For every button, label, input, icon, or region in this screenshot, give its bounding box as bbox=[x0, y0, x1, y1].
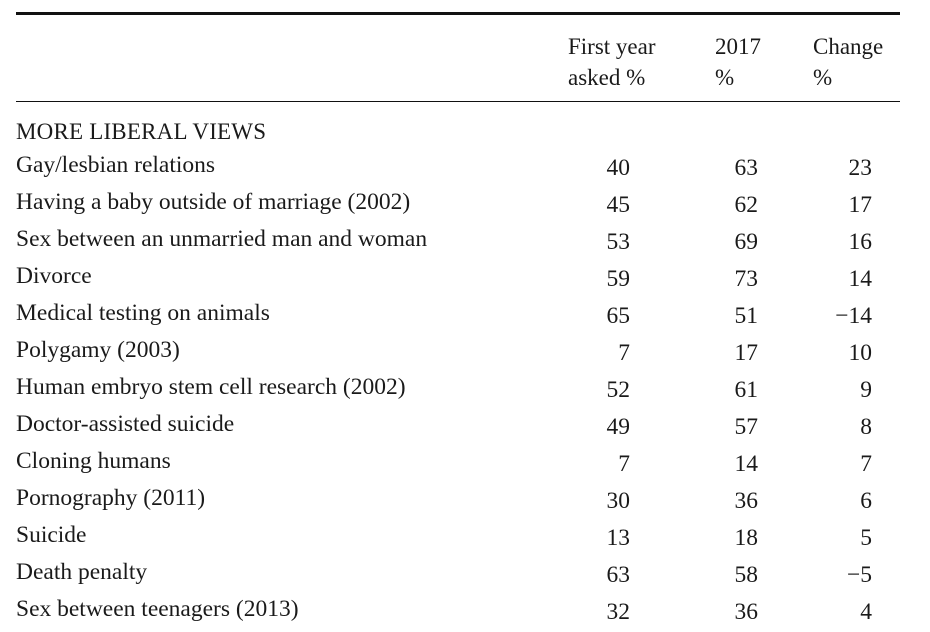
cell-2017: 36 bbox=[734, 488, 759, 514]
table-top-rule bbox=[16, 12, 900, 15]
header-2017: 2017 % bbox=[715, 34, 761, 90]
cell-2017: 18 bbox=[734, 525, 759, 551]
table-row: Pornography (2011) 30 36 6 bbox=[16, 483, 900, 520]
table-row: Doctor-assisted suicide 49 57 8 bbox=[16, 409, 900, 446]
cell-change: 4 bbox=[860, 599, 872, 625]
cell-change: 8 bbox=[860, 414, 872, 440]
row-label: Pornography (2011) bbox=[16, 485, 206, 511]
cell-2017: 14 bbox=[734, 451, 759, 477]
cell-first-year: 7 bbox=[618, 340, 630, 366]
cell-first-year: 59 bbox=[606, 266, 631, 292]
row-label: Divorce bbox=[16, 263, 92, 289]
cell-2017: 62 bbox=[734, 192, 759, 218]
table-row: Suicide 13 18 5 bbox=[16, 520, 900, 557]
table-row: Death penalty 63 58 −5 bbox=[16, 557, 900, 594]
cell-change: 9 bbox=[860, 377, 872, 403]
cell-first-year: 40 bbox=[606, 155, 631, 181]
cell-change: 5 bbox=[860, 525, 872, 551]
row-label: Death penalty bbox=[16, 559, 148, 585]
row-label: Human embryo stem cell research (2002) bbox=[16, 374, 406, 400]
cell-first-year: 65 bbox=[606, 303, 631, 329]
header-change: Change % bbox=[813, 34, 884, 90]
table-row: Having a baby outside of marriage (2002)… bbox=[16, 187, 900, 224]
cell-change: 16 bbox=[848, 229, 873, 255]
cell-first-year: 32 bbox=[606, 599, 631, 625]
cell-2017: 58 bbox=[734, 562, 759, 588]
cell-first-year: 7 bbox=[618, 451, 630, 477]
cell-change: 7 bbox=[860, 451, 872, 477]
row-label: Gay/lesbian relations bbox=[16, 152, 216, 178]
cell-first-year: 49 bbox=[606, 414, 631, 440]
cell-2017: 51 bbox=[734, 303, 759, 329]
table-row: Divorce 59 73 14 bbox=[16, 261, 900, 298]
data-table: First year asked % 2017 % Change % MORE … bbox=[16, 12, 900, 631]
table-header: First year asked % 2017 % Change % bbox=[16, 15, 900, 101]
cell-change: −5 bbox=[846, 562, 872, 588]
cell-change: 14 bbox=[848, 266, 873, 292]
table-body: Gay/lesbian relations 40 63 23 Having a baby… bbox=[16, 150, 900, 631]
cell-2017: 57 bbox=[734, 414, 759, 440]
cell-change: 17 bbox=[848, 192, 873, 218]
row-label: Polygamy (2003) bbox=[16, 337, 180, 363]
section-title: MORE LIBERAL VIEWS bbox=[16, 119, 267, 144]
cell-change: −14 bbox=[835, 303, 872, 329]
header-first-year: First year asked % bbox=[568, 34, 656, 90]
cell-change: 6 bbox=[860, 488, 872, 514]
header-rule bbox=[16, 101, 900, 102]
table-row: Sex between an unmarried man and woman 53… bbox=[16, 224, 900, 261]
row-label: Suicide bbox=[16, 522, 87, 548]
table-row: Polygamy (2003) 7 17 10 bbox=[16, 335, 900, 372]
row-label: Sex between an unmarried man and woman bbox=[16, 226, 428, 252]
row-label: Cloning humans bbox=[16, 448, 171, 474]
cell-2017: 73 bbox=[734, 266, 759, 292]
table-row: Gay/lesbian relations 40 63 23 bbox=[16, 150, 900, 187]
cell-2017: 61 bbox=[734, 377, 759, 403]
cell-first-year: 30 bbox=[606, 488, 631, 514]
cell-first-year: 52 bbox=[606, 377, 631, 403]
table-row: Sex between teenagers (2013) 32 36 4 bbox=[16, 594, 900, 631]
row-label: Doctor-assisted suicide bbox=[16, 411, 235, 437]
cell-first-year: 45 bbox=[606, 192, 631, 218]
cell-first-year: 63 bbox=[606, 562, 631, 588]
cell-2017: 17 bbox=[734, 340, 759, 366]
row-label: Sex between teenagers (2013) bbox=[16, 596, 299, 622]
row-label: Having a baby outside of marriage (2002) bbox=[16, 189, 411, 215]
cell-first-year: 53 bbox=[606, 229, 631, 255]
cell-change: 10 bbox=[848, 340, 873, 366]
cell-change: 23 bbox=[848, 155, 873, 181]
table-row: Cloning humans 7 14 7 bbox=[16, 446, 900, 483]
cell-2017: 69 bbox=[734, 229, 759, 255]
cell-first-year: 13 bbox=[606, 525, 631, 551]
cell-2017: 36 bbox=[734, 599, 759, 625]
cell-2017: 63 bbox=[734, 155, 759, 181]
row-label: Medical testing on animals bbox=[16, 300, 270, 326]
table-row: Human embryo stem cell research (2002) 52… bbox=[16, 372, 900, 409]
table-row: Medical testing on animals 65 51 −14 bbox=[16, 298, 900, 335]
